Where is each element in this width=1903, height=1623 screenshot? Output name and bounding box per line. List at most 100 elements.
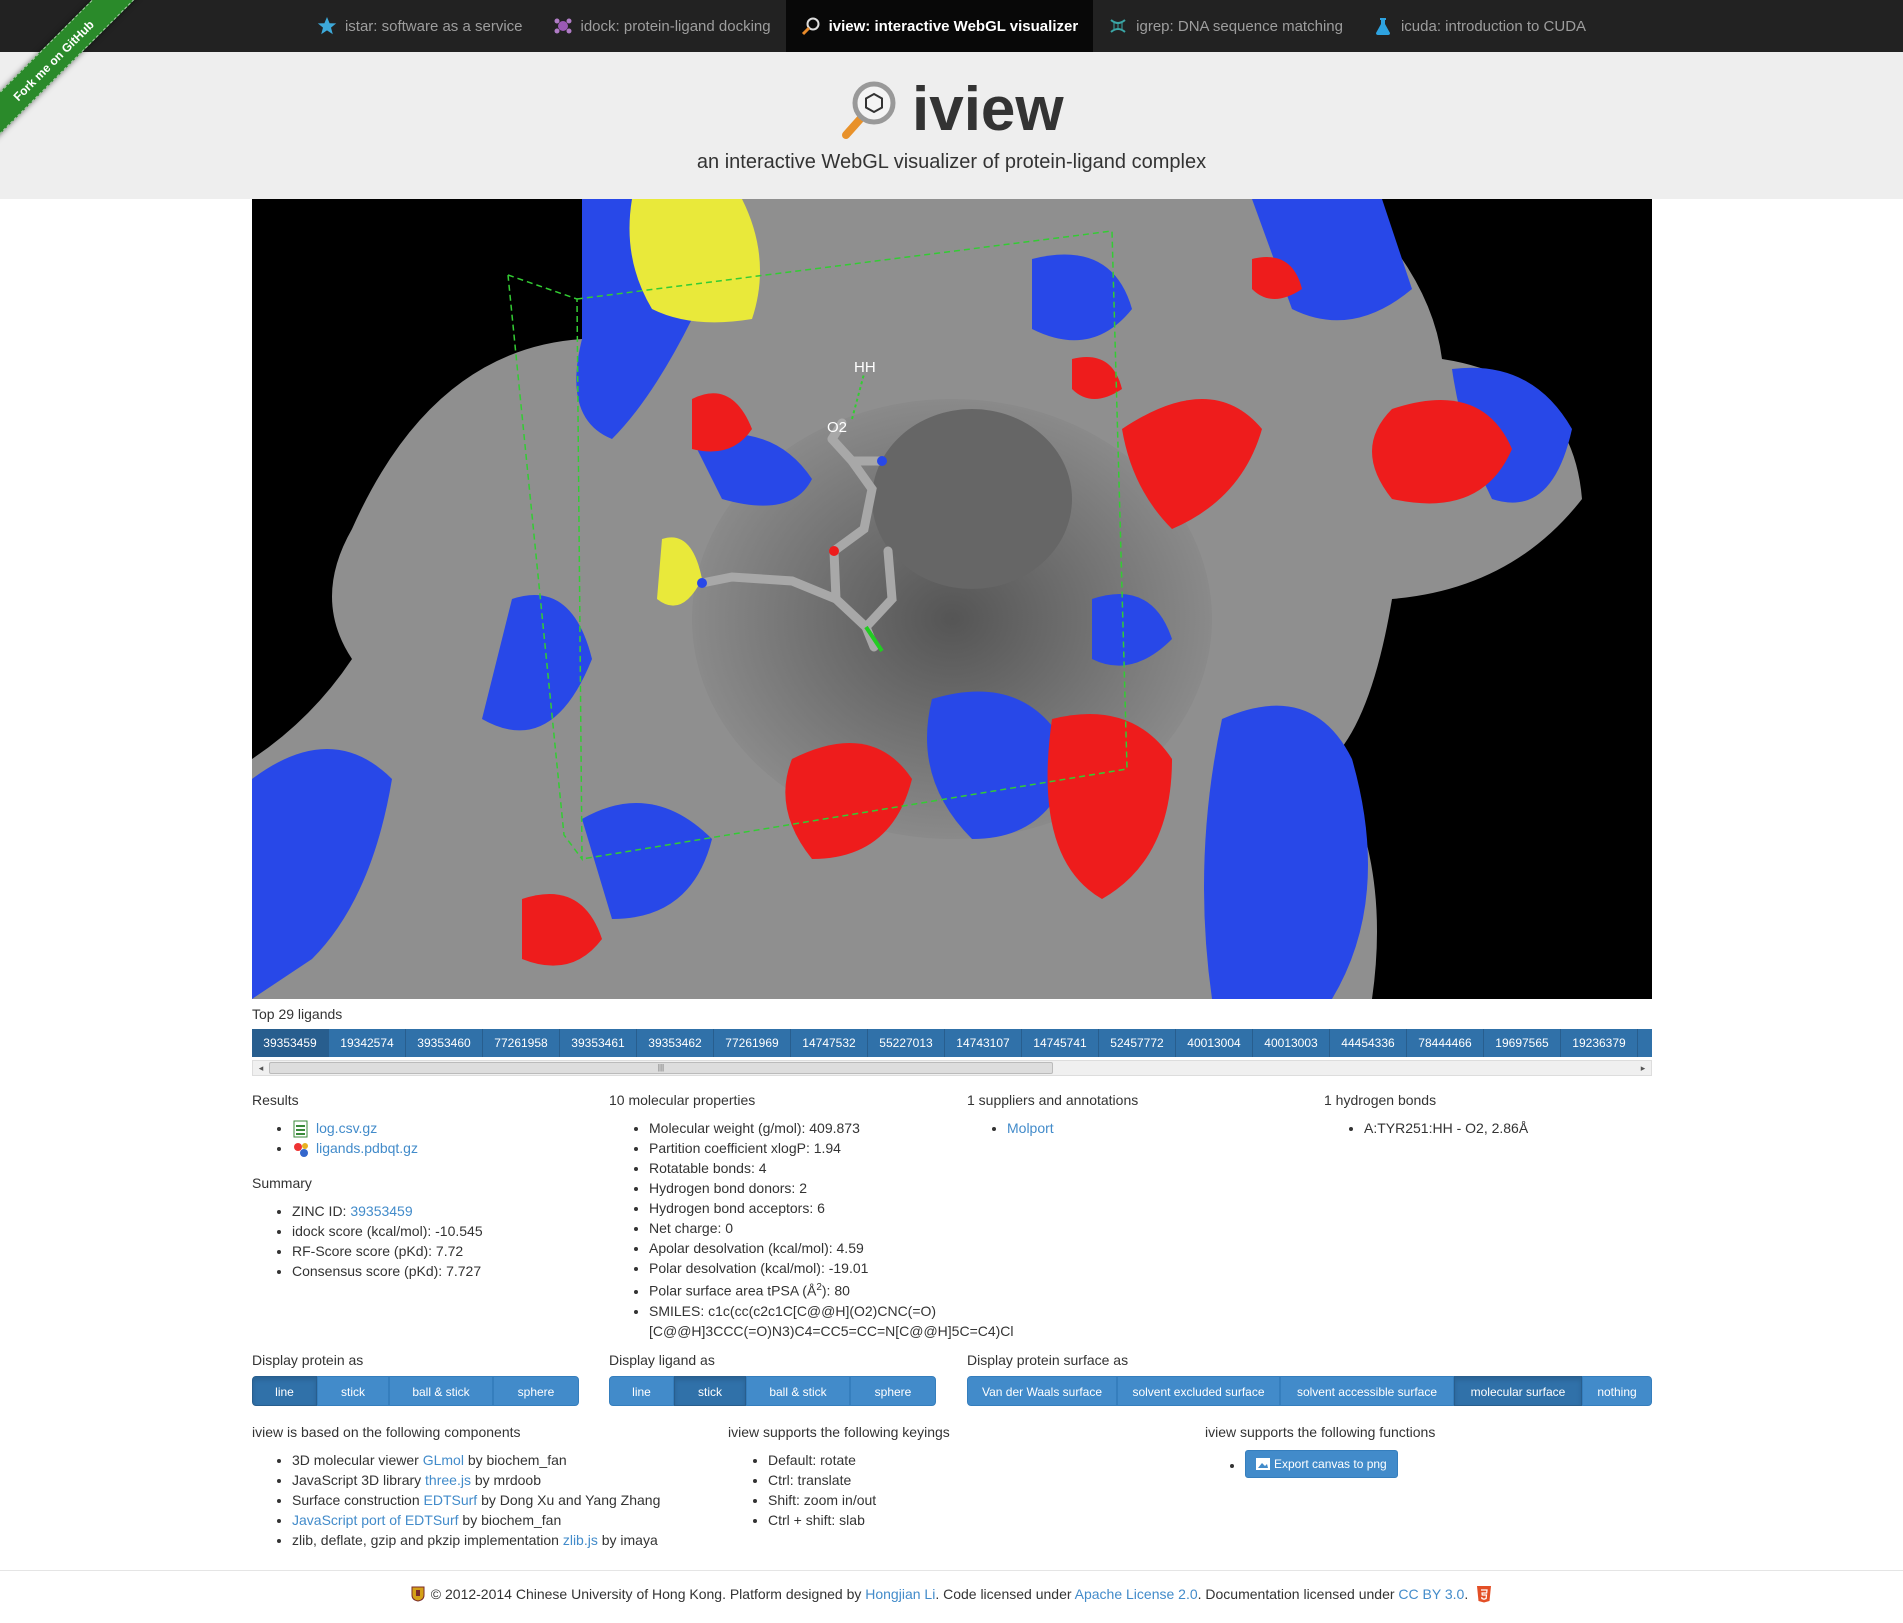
flask-icon <box>1375 18 1390 35</box>
html5-icon <box>1477 1586 1492 1603</box>
ligand-button[interactable]: 14747532 <box>791 1029 868 1057</box>
ligand-button[interactable]: 14745741 <box>1022 1029 1099 1057</box>
ligand-sphere-button[interactable]: sphere <box>850 1376 936 1406</box>
page-title: iview <box>912 75 1064 144</box>
ligand-stick-button[interactable]: stick <box>674 1376 746 1406</box>
footer-text-end: . <box>1464 1586 1469 1602</box>
property-item: Molecular weight (g/mol): 409.873 <box>649 1118 1009 1138</box>
supplier-link-molport[interactable]: Molport <box>1007 1120 1054 1136</box>
ligand-button[interactable]: 77261958 <box>483 1029 560 1057</box>
property-item: Hydrogen bond donors: 2 <box>649 1178 1009 1198</box>
tpsa-value: ): 80 <box>821 1282 850 1299</box>
summary-section: Summary ZINC ID: 39353459 idock score (k… <box>252 1175 592 1281</box>
ligand-button[interactable]: 19342574 <box>329 1029 406 1057</box>
scrollbar-thumb[interactable]: ||| <box>269 1062 1053 1074</box>
fork-me-ribbon[interactable]: Fork me on GitHub <box>0 0 138 145</box>
nav-item-istar[interactable]: istar: software as a service <box>302 0 538 52</box>
export-canvas-label: Export canvas to png <box>1274 1457 1387 1471</box>
ligand-button[interactable]: 55227013 <box>868 1029 945 1057</box>
display-ligand-group: line stick ball & stick sphere <box>609 1376 936 1406</box>
threejs-link[interactable]: three.js <box>425 1472 471 1488</box>
result-file-log: log.csv.gz <box>292 1118 592 1138</box>
ligand-button[interactable]: 39353459 <box>252 1029 329 1057</box>
components-section: iview is based on the following componen… <box>252 1424 722 1550</box>
ligand-button[interactable]: 44454336 <box>1330 1029 1407 1057</box>
ligand-button[interactable]: 19236379 <box>1561 1029 1638 1057</box>
molecule-icon <box>554 18 571 34</box>
summary-heading: Summary <box>252 1175 312 1191</box>
smiles-line-2: [C@@H]3CCC(=O)N3)C4=CC5=CC=N[C@@H]5C=C4)… <box>649 1322 1014 1339</box>
footer-text-mid2: . Documentation licensed under <box>1197 1586 1399 1602</box>
properties-section: 10 molecular properties Molecular weight… <box>609 1092 1014 1341</box>
image-icon <box>1256 1458 1270 1470</box>
nav-item-iview[interactable]: iview: interactive WebGL visualizer <box>785 0 1094 52</box>
protein-ball-stick-button[interactable]: ball & stick <box>389 1376 493 1406</box>
component-item: 3D molecular viewer GLmol by biochem_fan <box>292 1450 722 1470</box>
footer-apache-link[interactable]: Apache License 2.0 <box>1074 1586 1198 1602</box>
scroll-right-icon[interactable]: ▸ <box>1640 1063 1646 1073</box>
ligand-button[interactable]: 40013004 <box>1176 1029 1253 1057</box>
surface-solvent-excluded-button[interactable]: solvent excluded surface <box>1117 1376 1280 1406</box>
surface-solvent-accessible-button[interactable]: solvent accessible surface <box>1280 1376 1454 1406</box>
ligand-button[interactable]: 77261969 <box>714 1029 791 1057</box>
page-subtitle: an interactive WebGL visualizer of prote… <box>696 151 1207 173</box>
function-item: Export canvas to png <box>1245 1450 1645 1478</box>
display-protein-group: line stick ball & stick sphere <box>252 1376 579 1406</box>
ligand-scrollbar[interactable]: ◂ ||| ▸ <box>252 1060 1652 1076</box>
ligand-button[interactable]: 19697565 <box>1484 1029 1561 1057</box>
footer-ccby-link[interactable]: CC BY 3.0 <box>1398 1586 1465 1602</box>
edtsurf-port-link[interactable]: JavaScript port of EDTSurf <box>292 1512 459 1528</box>
ligand-ball-stick-button[interactable]: ball & stick <box>746 1376 850 1406</box>
protein-sphere-button[interactable]: sphere <box>493 1376 579 1406</box>
ligand-button[interactable]: 52457772 <box>1099 1029 1176 1057</box>
keyings-section: iview supports the following keyings Def… <box>728 1424 1128 1530</box>
molecule-file-icon <box>294 1142 308 1157</box>
scroll-left-icon[interactable]: ◂ <box>258 1063 264 1073</box>
property-tpsa: Polar surface area tPSA (Å2): 80 <box>649 1278 1009 1301</box>
surface-molecular-button[interactable]: molecular surface <box>1454 1376 1582 1406</box>
zinc-id-label: ZINC ID: <box>292 1203 351 1219</box>
nav-item-idock[interactable]: idock: protein-ligand docking <box>538 0 786 52</box>
ligands-pdbqt-link[interactable]: ligands.pdbqt.gz <box>316 1140 418 1157</box>
glmol-link[interactable]: GLmol <box>422 1452 464 1468</box>
ligand-button[interactable]: 14743107 <box>945 1029 1022 1057</box>
display-surface-group: Van der Waals surface solvent excluded s… <box>967 1376 1652 1406</box>
ligand-line-button[interactable]: line <box>609 1376 674 1406</box>
components-heading: iview is based on the following componen… <box>252 1424 521 1440</box>
protein-stick-button[interactable]: stick <box>317 1376 389 1406</box>
page-header: iview an interactive WebGL visualizer of… <box>0 52 1903 199</box>
hbonds-heading: 1 hydrogen bonds <box>1324 1092 1437 1108</box>
ligand-button[interactable]: 40013003 <box>1253 1029 1330 1057</box>
ligands-label: Top 29 ligands <box>252 1006 343 1022</box>
supplier-item: Molport <box>1007 1118 1307 1138</box>
surface-nothing-button[interactable]: nothing <box>1582 1376 1652 1406</box>
edtsurf-link[interactable]: EDTSurf <box>423 1492 478 1508</box>
results-section: Results log.csv.gz ligands.pdbqt.gz <box>252 1092 592 1159</box>
ligand-button-bar: 39353459 19342574 39353460 77261958 39353461… <box>252 1029 1652 1057</box>
keying-item: Shift: zoom in/out <box>768 1490 1128 1510</box>
footer-author-link[interactable]: Hongjian Li <box>865 1586 936 1602</box>
protein-line-button[interactable]: line <box>252 1376 317 1406</box>
component-item: zlib, deflate, gzip and pkzip implementa… <box>292 1530 722 1550</box>
webgl-canvas[interactable]: HH O2 <box>252 199 1652 999</box>
properties-heading: 10 molecular properties <box>609 1092 756 1108</box>
log-csv-link[interactable]: log.csv.gz <box>316 1120 378 1136</box>
zlibjs-link[interactable]: zlib.js <box>562 1532 598 1548</box>
nav-label-istar: istar: software as a service <box>344 17 523 35</box>
footer-text: © 2012-2014 Chinese University of Hong K… <box>0 1585 1903 1603</box>
ligand-button[interactable]: 39353462 <box>637 1029 714 1057</box>
page-footer: © 2012-2014 Chinese University of Hong K… <box>0 1570 1903 1623</box>
ligand-button[interactable]: 78444466 <box>1407 1029 1484 1057</box>
keyings-heading: iview supports the following keyings <box>728 1424 950 1440</box>
summary-consensus-score: Consensus score (pKd): 7.727 <box>292 1261 592 1281</box>
export-canvas-button[interactable]: Export canvas to png <box>1245 1450 1398 1478</box>
ligand-button[interactable]: 39353460 <box>406 1029 483 1057</box>
atom-label-o2: O2 <box>827 419 847 436</box>
footer-copyright: © 2012-2014 Chinese University of Hong K… <box>430 1586 866 1602</box>
property-item: Net charge: 0 <box>649 1218 1009 1238</box>
ligand-button[interactable]: 39353461 <box>560 1029 637 1057</box>
zinc-id-link[interactable]: 39353459 <box>350 1203 413 1219</box>
surface-vdw-button[interactable]: Van der Waals surface <box>967 1376 1117 1406</box>
nav-item-icuda[interactable]: icuda: introduction to CUDA <box>1358 0 1601 52</box>
nav-item-igrep[interactable]: igrep: DNA sequence matching <box>1093 0 1358 52</box>
